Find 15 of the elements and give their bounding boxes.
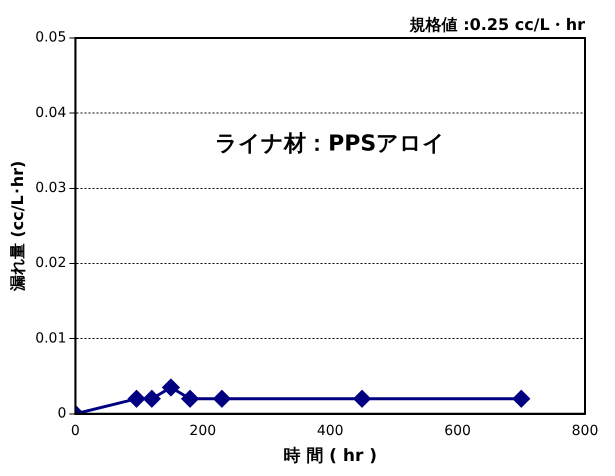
x-tick-label: 200 — [189, 422, 216, 439]
y-tick-label: 0 — [57, 405, 66, 422]
y-tick-label: 0.05 — [35, 30, 66, 46]
x-tick-label: 400 — [316, 422, 344, 439]
y-axis-title: 漏れ量 (cc/L･hr) — [8, 160, 27, 292]
y-tick-label: 0.04 — [35, 104, 66, 121]
x-tick-label: 0 — [70, 422, 80, 439]
y-tick-label: 0.01 — [35, 330, 66, 346]
x-tick-label: 600 — [444, 422, 471, 439]
x-tick-label: 800 — [572, 422, 598, 439]
y-tick-label: 0.02 — [35, 255, 66, 272]
annotation: ライナ材：PPSアロイ — [215, 132, 446, 157]
y-tick-label: 0.03 — [35, 180, 66, 196]
x-axis-title: 時 間 ( hr ) — [283, 446, 378, 466]
text: 規格値 :0.25 cc/L・hr — [408, 15, 586, 34]
